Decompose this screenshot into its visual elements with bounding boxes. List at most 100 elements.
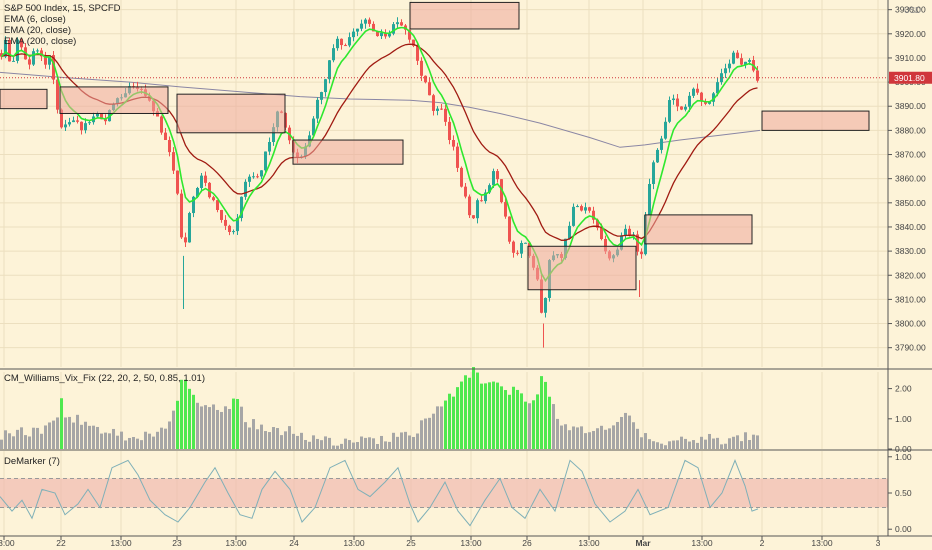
candle-body [48, 55, 51, 65]
vix-bar [28, 436, 31, 449]
vix-bar [600, 425, 603, 449]
vix-bar [156, 431, 159, 449]
vix-bar [252, 419, 255, 449]
date-tick-label: 26 [522, 538, 532, 548]
vix-bar [744, 432, 747, 449]
candle-body [324, 79, 327, 93]
candle-body [20, 39, 23, 48]
vix-bar [628, 415, 631, 449]
vix-bar [612, 425, 615, 449]
demarker-line [0, 459, 759, 527]
zone-box[interactable] [0, 88, 48, 110]
zone-box[interactable] [527, 245, 637, 291]
zone-box[interactable] [59, 86, 169, 114]
price-tick-label: 3860.00 [895, 174, 926, 184]
legend-ema6[interactable]: EMA (6, close) [4, 14, 66, 25]
currency-label: USD [904, 6, 921, 15]
legend-ema20[interactable]: EMA (20, close) [4, 25, 72, 36]
legend-ema200[interactable]: EMA (200, close) [4, 36, 77, 47]
vix-bar [120, 431, 123, 449]
zone-box[interactable] [644, 214, 753, 245]
candle-body [668, 100, 671, 122]
candle-body [200, 175, 203, 188]
candle-body [0, 53, 3, 57]
candle-body [580, 206, 583, 211]
candle-body [272, 127, 275, 143]
candle-body [540, 279, 543, 313]
candle-body [40, 50, 43, 57]
vix-bar [512, 386, 515, 449]
vix-bar [280, 435, 283, 449]
candle-body [544, 297, 547, 313]
price-tick-label: 3800.00 [895, 319, 926, 329]
vix-tick-label: 0.00 [895, 444, 912, 454]
vix-bar [652, 441, 655, 449]
time-tick-label: 13:00 [460, 538, 482, 548]
vix-bar [328, 437, 331, 449]
price-tick-label: 3890.00 [895, 101, 926, 111]
candle-body [572, 206, 575, 226]
symbol-line[interactable]: S&P 500 Index, 15, SPCFD [4, 3, 121, 14]
vix-bar [400, 432, 403, 449]
demarker-label[interactable]: DeMarker (7) [4, 456, 60, 467]
candle-body [320, 92, 323, 100]
time-tick-label: 13:00 [811, 538, 833, 548]
vix-bar [664, 445, 667, 449]
vix-bar [568, 430, 571, 449]
candle-body [244, 181, 247, 197]
price-tick-label: 3870.00 [895, 150, 926, 160]
candle-body [708, 101, 711, 104]
candle-body [452, 139, 455, 147]
vix-bar [420, 420, 423, 449]
zone-box[interactable] [292, 139, 404, 165]
last-price-tag [889, 71, 932, 84]
candle-body [96, 113, 99, 117]
vix-bar [416, 433, 419, 449]
candle-body [52, 55, 55, 80]
zones[interactable] [0, 1, 870, 291]
candle-body [56, 79, 59, 110]
candle-body [420, 60, 423, 76]
vix-bar [212, 404, 215, 449]
zone-box[interactable] [409, 1, 520, 30]
vix-bar [716, 437, 719, 449]
vix-bar [548, 396, 551, 449]
vix-fix-label[interactable]: CM_Williams_Vix_Fix (22, 20, 2, 50, 0.85… [4, 373, 205, 384]
vix-bar [484, 383, 487, 449]
vix-bar [372, 438, 375, 449]
candle-body [472, 215, 475, 219]
zone-box[interactable] [761, 110, 870, 131]
candle-body [80, 121, 83, 131]
candle-body [164, 132, 167, 141]
price-tick-label: 3850.00 [895, 198, 926, 208]
vix-bar [376, 444, 379, 449]
vix-bar [60, 398, 63, 449]
vix-bar [740, 441, 743, 449]
candle-body [440, 108, 443, 110]
candle-body [520, 242, 523, 254]
date-tick-label: 25 [406, 538, 416, 548]
vix-bar [24, 435, 27, 449]
candle-body [104, 119, 107, 122]
candle-body [656, 149, 659, 163]
candle-body [660, 138, 663, 150]
vix-bar [724, 443, 727, 449]
zone-box[interactable] [176, 93, 286, 134]
vix-bar [56, 417, 59, 449]
vix-bar [564, 424, 567, 449]
vix-bar [220, 411, 223, 449]
candle-body [696, 88, 699, 93]
time-axis[interactable]: 13:002213:002313:002413:002513:002613:00… [0, 536, 881, 548]
candle-body [192, 196, 195, 214]
vix-bar [204, 405, 207, 449]
candle-body [352, 31, 355, 38]
price-axis[interactable]: 3790.00 3800.00 3810.00 3820.00 3830.00 3840.… [888, 5, 932, 535]
vix-bar [140, 440, 143, 449]
vix-bar [172, 410, 175, 449]
date-tick-label: 24 [289, 538, 299, 548]
vix-bar [508, 394, 511, 449]
candle-body [396, 22, 399, 25]
vix-bar [408, 435, 411, 449]
vix-bar [12, 436, 15, 449]
